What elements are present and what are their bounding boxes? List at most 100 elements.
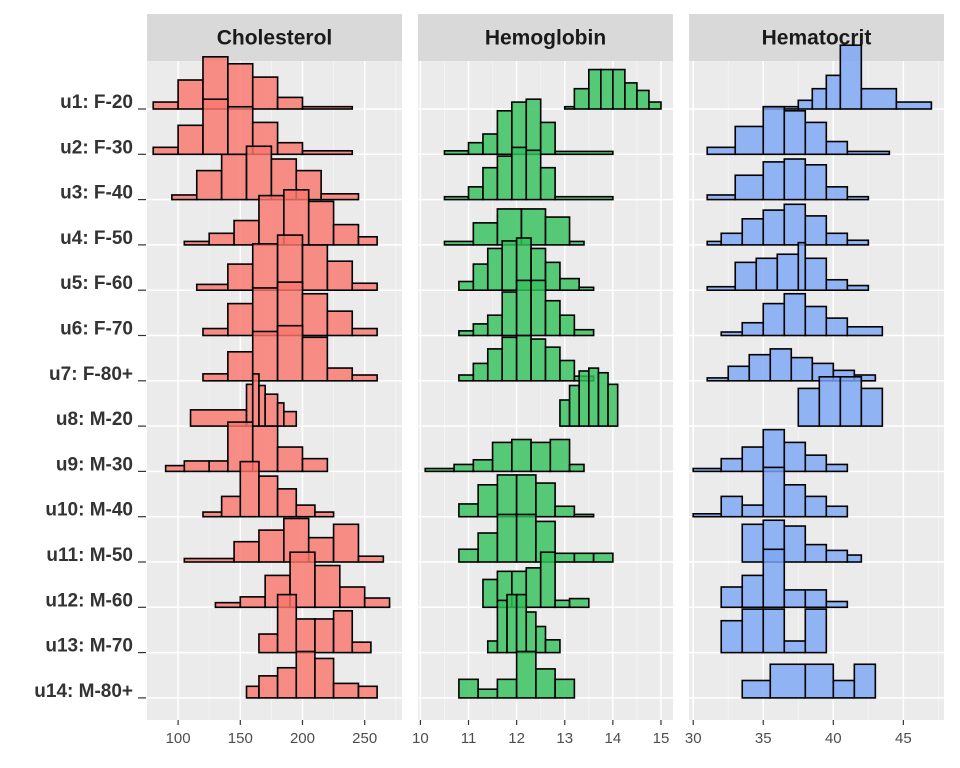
histogram-bar xyxy=(458,548,479,563)
histogram-bar xyxy=(783,589,807,609)
histogram-hematocrit-row-3 xyxy=(706,158,870,201)
histogram-bar xyxy=(790,356,814,382)
histogram-bar xyxy=(472,458,494,473)
histogram-hemoglobin-row-1 xyxy=(563,68,662,110)
histogram-bar xyxy=(357,235,378,246)
histogram-bar xyxy=(554,599,571,609)
histogram-bar xyxy=(825,505,849,518)
histogram-bar xyxy=(276,666,298,699)
histogram-bar xyxy=(258,633,279,654)
histogram-bar xyxy=(741,321,765,337)
histogram-bar xyxy=(245,145,273,201)
facet-panel-hemoglobin: Hemoglobin 10 11 12 13 14 15 xyxy=(412,14,673,747)
histogram-bar xyxy=(276,96,304,110)
histogram-bar xyxy=(783,441,807,473)
histogram-hematocrit-row-5 xyxy=(706,241,870,292)
x-tick-label: 15 xyxy=(653,730,670,747)
histogram-bar xyxy=(195,169,223,201)
histogram-bar xyxy=(804,663,835,699)
histogram-bar xyxy=(804,454,828,473)
histogram-bar xyxy=(227,302,254,337)
histogram-bar xyxy=(515,334,532,382)
histogram-bar xyxy=(706,285,737,292)
histogram-bar xyxy=(251,243,279,292)
histogram-bar xyxy=(539,121,556,156)
histogram-bar xyxy=(741,218,765,246)
histogram-bar xyxy=(351,327,378,337)
histogram-bar xyxy=(443,195,470,201)
histogram-bar xyxy=(811,87,828,110)
histogram-bar xyxy=(326,310,354,337)
histogram-bar xyxy=(762,466,786,518)
histogram-bar xyxy=(804,164,828,201)
histogram-cholesterol-row-5 xyxy=(195,234,378,292)
histogram-bar xyxy=(544,261,561,291)
histogram-bar xyxy=(202,511,223,518)
histogram-bar xyxy=(357,685,378,699)
histogram-hematocrit-row-4 xyxy=(706,203,870,246)
histogram-bar xyxy=(486,247,503,292)
x-tick-label: 150 xyxy=(228,730,253,747)
histogram-bar xyxy=(295,618,316,654)
histogram-hemoglobin-row-7 xyxy=(458,334,595,382)
histogram-bar xyxy=(276,593,298,654)
row-label: u3: F-40 xyxy=(60,183,133,204)
histogram-bar xyxy=(804,257,828,291)
row-label: u5: F-60 xyxy=(60,273,133,294)
histogram-bar xyxy=(797,387,821,427)
histogram-bar xyxy=(511,146,528,201)
histogram-hemoglobin-row-2 xyxy=(443,98,614,156)
histogram-bar xyxy=(220,495,242,518)
histogram-bar xyxy=(578,370,590,427)
histogram-bar xyxy=(233,540,260,563)
histogram-hematocrit-row-1 xyxy=(762,44,933,110)
histogram-bar xyxy=(846,150,891,156)
histogram-bar xyxy=(233,219,260,246)
histogram-hematocrit-row-12 xyxy=(720,548,849,609)
histogram-bar xyxy=(530,279,547,337)
histogram-bar xyxy=(783,525,807,563)
histogram-cholesterol-row-7 xyxy=(202,324,378,382)
histogram-bar xyxy=(515,650,537,699)
histogram-bar xyxy=(554,678,576,699)
x-tick-label: 250 xyxy=(352,730,377,747)
histogram-bar xyxy=(276,402,285,427)
histogram-bar xyxy=(846,239,870,246)
histogram-bar xyxy=(846,195,870,201)
facet-strip xyxy=(147,14,402,61)
histogram-bar xyxy=(568,384,580,427)
histogram-bar xyxy=(804,543,828,563)
histogram-bar xyxy=(839,375,863,427)
histogram-bar xyxy=(539,166,556,201)
histogram-bar xyxy=(326,367,354,382)
histogram-hemoglobin-row-13 xyxy=(486,593,561,654)
x-tick-label: 100 xyxy=(166,730,191,747)
histogram-cholesterol-row-14 xyxy=(245,650,378,699)
panel-background xyxy=(418,61,673,720)
histogram-bar xyxy=(769,348,793,382)
histogram-bar xyxy=(706,377,730,382)
histogram-bar xyxy=(496,599,508,654)
histogram-bar xyxy=(276,141,304,156)
histogram-bar xyxy=(592,552,614,563)
histogram-bar xyxy=(496,155,513,201)
histogram-bar xyxy=(501,240,518,291)
histogram-bar xyxy=(258,475,279,518)
histogram-bar xyxy=(804,608,828,654)
histogram-bar xyxy=(720,331,744,337)
histogram-bar xyxy=(530,338,547,382)
histogram-bar xyxy=(332,610,354,654)
histogram-bar xyxy=(559,399,571,427)
histogram-cholesterol-row-13 xyxy=(258,593,372,654)
histogram-bar xyxy=(734,125,765,156)
histogram-bar xyxy=(741,504,765,518)
histogram-bar xyxy=(573,87,590,110)
histogram-bar xyxy=(458,330,475,337)
histogram-bar xyxy=(804,305,828,337)
histogram-bar xyxy=(515,279,532,337)
histogram-bar xyxy=(741,523,765,563)
histogram-bar xyxy=(496,110,513,156)
histogram-bar xyxy=(720,619,744,654)
histogram-bar xyxy=(320,193,360,201)
